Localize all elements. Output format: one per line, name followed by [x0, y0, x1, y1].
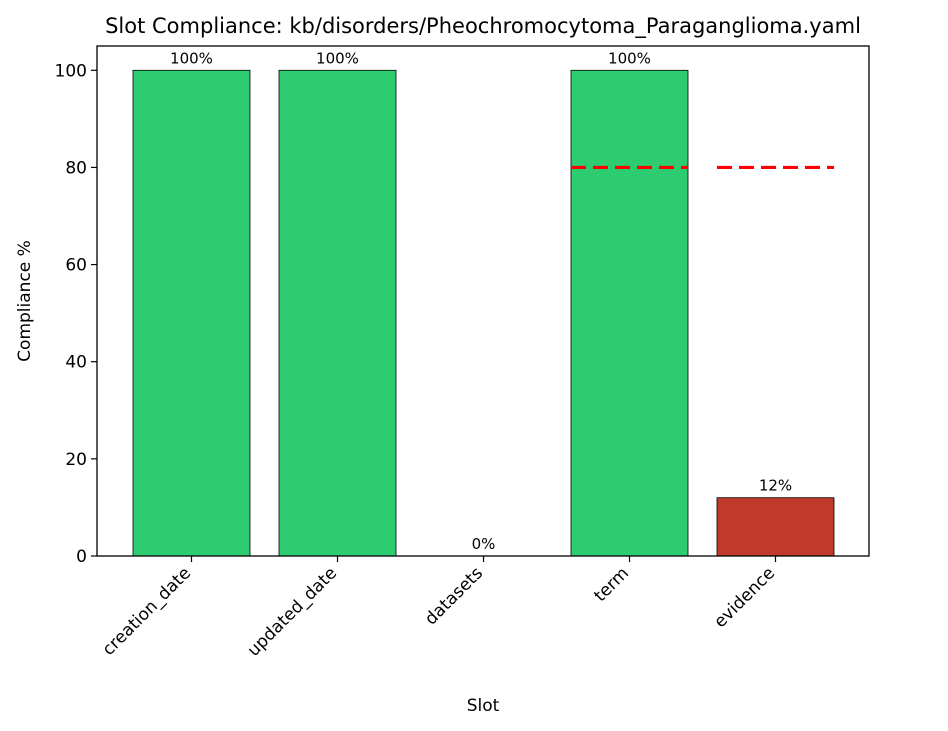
y-tick-label: 80 [65, 158, 87, 178]
bar-value-label: 100% [316, 49, 359, 67]
x-tick-label: term [590, 563, 633, 606]
plot-area: 100% creation_date 100% updated_date 0% datas… [55, 49, 835, 661]
bar-value-label: 100% [170, 49, 213, 67]
chart-title: Slot Compliance: kb/disorders/Pheochromo… [105, 14, 861, 39]
bar-creation_date [132, 69, 251, 557]
y-tick-label: 0 [76, 547, 87, 567]
x-tick-label: datasets [421, 563, 487, 629]
bar-updated_date [278, 69, 397, 557]
y-tick-label: 20 [65, 450, 87, 470]
y-tick-label: 40 [65, 353, 87, 373]
y-tick-label: 60 [65, 256, 87, 276]
x-tick-label: evidence [710, 563, 779, 632]
x-tick-label: updated_date [244, 563, 341, 660]
axes-frame [96, 45, 870, 557]
x-tick-label: creation_date [99, 563, 195, 659]
bar-term [570, 69, 689, 557]
y-tick-label: 100 [55, 61, 87, 81]
y-axis-label: Compliance % [15, 240, 35, 362]
bar-value-label: 0% [472, 535, 496, 553]
bar-evidence [716, 497, 835, 557]
bar-value-label: 12% [759, 477, 792, 495]
bar-value-label: 100% [608, 49, 651, 67]
x-axis-label: Slot [467, 696, 500, 716]
